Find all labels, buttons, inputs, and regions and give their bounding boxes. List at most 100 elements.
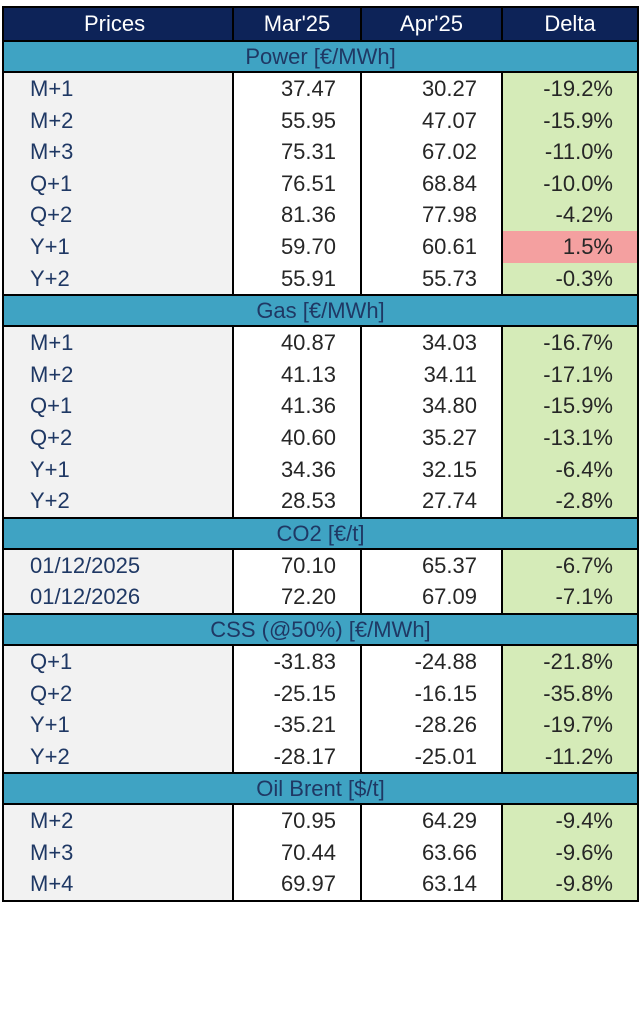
row-label: Q+2 — [2, 199, 234, 231]
apr25-value: 77.98 — [360, 199, 503, 231]
section-title: CSS (@50%) [€/MWh] — [2, 612, 639, 646]
table-row: Y+2 55.91 55.73 -0.3% — [2, 262, 639, 297]
mar25-value: 59.70 — [232, 230, 362, 263]
mar25-value: -25.15 — [232, 677, 362, 710]
mar25-value: 76.51 — [232, 167, 362, 200]
apr25-value: 27.74 — [360, 485, 503, 519]
header-apr25: Apr'25 — [360, 6, 503, 42]
apr25-value: 30.27 — [360, 71, 503, 105]
row-label: Y+1 — [2, 453, 234, 486]
table-row: M+1 37.47 30.27 -19.2% — [2, 71, 639, 105]
table-row: Q+1 41.36 34.80 -15.9% — [2, 390, 639, 422]
mar25-value: -35.21 — [232, 709, 362, 741]
mar25-value: 40.87 — [232, 325, 362, 359]
apr25-value: 67.02 — [360, 136, 503, 168]
table-row: Q+1 -31.83 -24.88 -21.8% — [2, 643, 639, 678]
table-body: Power [€/MWh] M+1 37.47 30.27 -19.2% M+2 55.95… — [2, 40, 639, 903]
delta-value: -19.2% — [501, 71, 639, 105]
header-delta: Delta — [501, 6, 639, 42]
delta-value: -11.0% — [501, 136, 639, 168]
table-row: Q+2 81.36 77.98 -4.2% — [2, 199, 639, 231]
apr25-value: 60.61 — [360, 230, 503, 263]
table-row: M+1 40.87 34.03 -16.7% — [2, 325, 639, 359]
delta-value: -6.4% — [501, 453, 639, 486]
mar25-value: 55.95 — [232, 104, 362, 137]
table-row: Y+2 -28.17 -25.01 -11.2% — [2, 740, 639, 775]
mar25-value: 34.36 — [232, 453, 362, 486]
delta-value: -9.8% — [501, 868, 639, 903]
mar25-value: 41.36 — [232, 390, 362, 422]
apr25-value: 55.73 — [360, 262, 503, 297]
apr25-value: -25.01 — [360, 740, 503, 775]
apr25-value: 47.07 — [360, 104, 503, 137]
delta-value: -21.8% — [501, 643, 639, 678]
apr25-value: 34.03 — [360, 325, 503, 359]
apr25-value: 63.66 — [360, 836, 503, 869]
table-row: Q+2 40.60 35.27 -13.1% — [2, 421, 639, 454]
row-label: M+4 — [2, 868, 234, 903]
mar25-value: 72.20 — [232, 581, 362, 615]
row-label: 01/12/2026 — [2, 581, 234, 615]
row-label: Y+1 — [2, 230, 234, 263]
table-row: Q+1 76.51 68.84 -10.0% — [2, 167, 639, 200]
row-label: Q+1 — [2, 167, 234, 200]
delta-value: -9.6% — [501, 836, 639, 869]
delta-value: -6.7% — [501, 547, 639, 582]
delta-value: -7.1% — [501, 581, 639, 615]
delta-value: -19.7% — [501, 709, 639, 741]
delta-value: -17.1% — [501, 358, 639, 391]
mar25-value: 37.47 — [232, 71, 362, 105]
table-row: Q+2 -25.15 -16.15 -35.8% — [2, 677, 639, 710]
section-header-row: CSS (@50%) [€/MWh] — [2, 612, 639, 646]
mar25-value: 69.97 — [232, 868, 362, 903]
row-label: Q+1 — [2, 643, 234, 678]
mar25-value: 28.53 — [232, 485, 362, 519]
row-label: 01/12/2025 — [2, 547, 234, 582]
mar25-value: 40.60 — [232, 421, 362, 454]
apr25-value: 32.15 — [360, 453, 503, 486]
header-prices: Prices — [2, 6, 234, 42]
section-title: Oil Brent [$/t] — [2, 772, 639, 806]
mar25-value: 70.10 — [232, 547, 362, 582]
apr25-value: 65.37 — [360, 547, 503, 582]
table-header: Prices Mar'25 Apr'25 Delta — [2, 6, 639, 42]
mar25-value: 75.31 — [232, 136, 362, 168]
apr25-value: 68.84 — [360, 167, 503, 200]
apr25-value: 67.09 — [360, 581, 503, 615]
mar25-value: 81.36 — [232, 199, 362, 231]
apr25-value: 64.29 — [360, 803, 503, 837]
section-title: Power [€/MWh] — [2, 40, 639, 73]
row-label: Y+2 — [2, 485, 234, 519]
delta-value: -2.8% — [501, 485, 639, 519]
mar25-value: 70.44 — [232, 836, 362, 869]
table-row: 01/12/2025 70.10 65.37 -6.7% — [2, 547, 639, 582]
row-label: Y+2 — [2, 740, 234, 775]
apr25-value: -16.15 — [360, 677, 503, 710]
row-label: M+1 — [2, 71, 234, 105]
delta-value: -11.2% — [501, 740, 639, 775]
section-header-row: Gas [€/MWh] — [2, 294, 639, 328]
prices-table: Prices Mar'25 Apr'25 Delta Power [€/MWh]… — [2, 6, 639, 903]
row-label: Q+2 — [2, 677, 234, 710]
row-label: Y+2 — [2, 262, 234, 297]
mar25-value: 55.91 — [232, 262, 362, 297]
table-row: M+3 70.44 63.66 -9.6% — [2, 836, 639, 869]
delta-value: -0.3% — [501, 262, 639, 297]
apr25-value: -28.26 — [360, 709, 503, 741]
section-header-row: CO2 [€/t] — [2, 516, 639, 550]
delta-value: -4.2% — [501, 199, 639, 231]
table-row: M+2 70.95 64.29 -9.4% — [2, 803, 639, 837]
delta-value: -16.7% — [501, 325, 639, 359]
header-row: Prices Mar'25 Apr'25 Delta — [2, 6, 639, 42]
table-row: M+3 75.31 67.02 -11.0% — [2, 136, 639, 168]
table-row: M+4 69.97 63.14 -9.8% — [2, 868, 639, 903]
row-label: M+2 — [2, 803, 234, 837]
delta-value: 1.5% — [501, 230, 639, 263]
apr25-value: 35.27 — [360, 421, 503, 454]
section-title: CO2 [€/t] — [2, 516, 639, 550]
delta-value: -9.4% — [501, 803, 639, 837]
delta-value: -10.0% — [501, 167, 639, 200]
row-label: M+3 — [2, 836, 234, 869]
row-label: M+3 — [2, 136, 234, 168]
table-row: M+2 55.95 47.07 -15.9% — [2, 104, 639, 137]
